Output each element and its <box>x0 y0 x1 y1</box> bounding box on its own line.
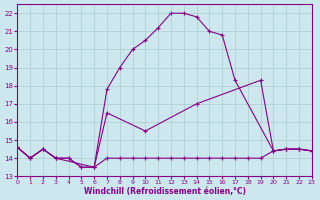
X-axis label: Windchill (Refroidissement éolien,°C): Windchill (Refroidissement éolien,°C) <box>84 187 245 196</box>
